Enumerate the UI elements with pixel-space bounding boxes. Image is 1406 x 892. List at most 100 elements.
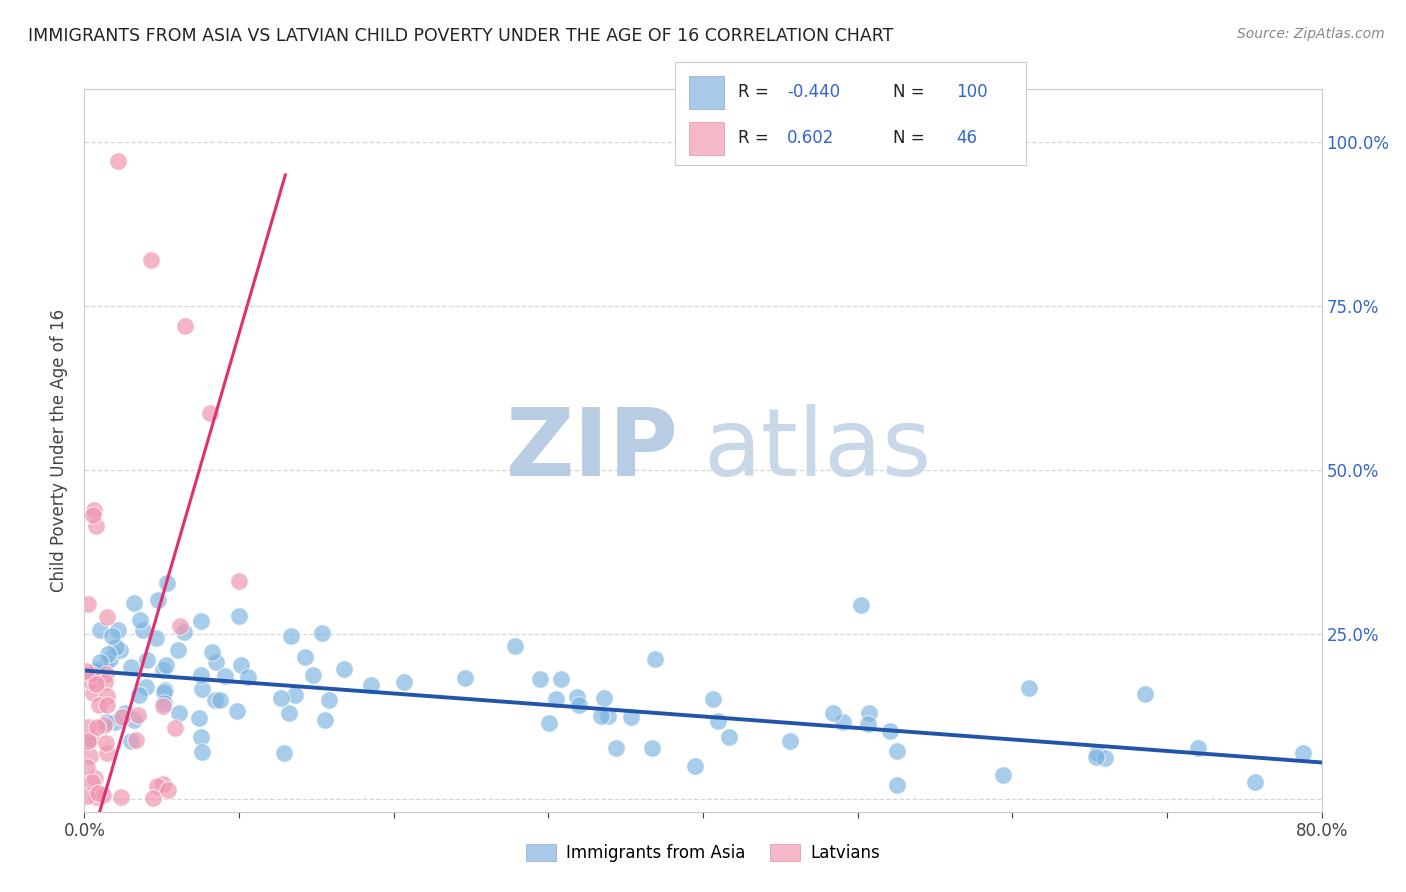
Point bbox=[84, 518, 107, 533]
Point bbox=[198, 406, 221, 420]
Point bbox=[454, 671, 477, 685]
Point bbox=[191, 745, 214, 759]
Point bbox=[550, 673, 572, 687]
Point bbox=[991, 768, 1014, 782]
Point bbox=[849, 598, 872, 612]
Point bbox=[128, 688, 150, 702]
Text: IMMIGRANTS FROM ASIA VS LATVIAN CHILD POVERTY UNDER THE AGE OF 16 CORRELATION CH: IMMIGRANTS FROM ASIA VS LATVIAN CHILD PO… bbox=[28, 27, 893, 45]
Point bbox=[107, 154, 129, 169]
Y-axis label: Child Poverty Under the Age of 16: Child Poverty Under the Age of 16 bbox=[51, 309, 69, 592]
Point bbox=[831, 715, 853, 730]
Point bbox=[707, 714, 730, 729]
Point bbox=[360, 678, 382, 692]
Point bbox=[97, 647, 120, 661]
Point bbox=[101, 629, 124, 643]
Point bbox=[1085, 747, 1108, 761]
Point bbox=[201, 645, 224, 659]
Point bbox=[294, 650, 316, 665]
Point bbox=[702, 692, 724, 706]
Point bbox=[77, 734, 100, 748]
Point bbox=[146, 780, 169, 794]
Point bbox=[717, 730, 740, 744]
Point bbox=[104, 714, 127, 729]
Point bbox=[273, 746, 295, 760]
Point bbox=[77, 720, 100, 734]
Point bbox=[596, 709, 619, 723]
Point bbox=[163, 721, 186, 735]
Point bbox=[94, 666, 117, 681]
Point bbox=[190, 667, 212, 681]
Point bbox=[1244, 774, 1267, 789]
Point bbox=[593, 690, 616, 705]
Point bbox=[318, 693, 340, 707]
Point bbox=[228, 574, 250, 588]
Point bbox=[80, 667, 103, 681]
Point bbox=[98, 651, 121, 665]
Point bbox=[86, 786, 108, 800]
Text: 46: 46 bbox=[956, 129, 977, 147]
Point bbox=[236, 670, 259, 684]
Point bbox=[152, 663, 174, 677]
Point bbox=[280, 629, 302, 643]
Point bbox=[94, 675, 117, 690]
Point bbox=[311, 625, 333, 640]
Point bbox=[89, 698, 111, 713]
Point bbox=[132, 623, 155, 637]
Point bbox=[155, 657, 177, 672]
Point bbox=[1018, 681, 1040, 696]
Point bbox=[204, 693, 226, 707]
Point bbox=[152, 696, 174, 710]
Point bbox=[333, 662, 356, 676]
Point bbox=[104, 640, 127, 654]
Point bbox=[77, 735, 100, 749]
Point bbox=[111, 709, 134, 723]
Point bbox=[80, 673, 103, 688]
Point bbox=[683, 758, 706, 772]
Point bbox=[153, 684, 176, 698]
Point bbox=[208, 693, 231, 707]
Text: 0.602: 0.602 bbox=[787, 129, 835, 147]
Point bbox=[779, 734, 801, 748]
Point bbox=[173, 624, 195, 639]
Point bbox=[187, 711, 209, 725]
Point bbox=[82, 508, 104, 523]
Bar bbox=[689, 76, 724, 109]
Point bbox=[284, 689, 307, 703]
Point bbox=[82, 686, 104, 700]
Point bbox=[139, 252, 162, 267]
Point bbox=[392, 674, 415, 689]
Point bbox=[96, 698, 118, 713]
Point bbox=[142, 790, 165, 805]
Text: R =: R = bbox=[738, 129, 775, 147]
Point bbox=[96, 610, 118, 624]
Point bbox=[567, 690, 589, 704]
Point bbox=[505, 639, 527, 653]
Bar bbox=[689, 122, 724, 155]
Point bbox=[314, 714, 336, 728]
Text: atlas: atlas bbox=[703, 404, 931, 497]
Point bbox=[125, 732, 148, 747]
Point bbox=[886, 744, 908, 758]
Text: Source: ZipAtlas.com: Source: ZipAtlas.com bbox=[1237, 27, 1385, 41]
Point bbox=[145, 632, 167, 646]
Point bbox=[93, 718, 115, 732]
Point bbox=[128, 613, 150, 627]
Point bbox=[1085, 749, 1108, 764]
Point bbox=[174, 318, 197, 333]
Point bbox=[886, 779, 908, 793]
Point bbox=[169, 619, 191, 633]
Legend: Immigrants from Asia, Latvians: Immigrants from Asia, Latvians bbox=[519, 837, 887, 869]
Point bbox=[83, 503, 105, 517]
Point bbox=[605, 741, 627, 756]
Point bbox=[229, 657, 252, 672]
Point bbox=[84, 790, 107, 805]
Point bbox=[135, 652, 157, 666]
Point bbox=[1094, 751, 1116, 765]
Point bbox=[107, 624, 129, 638]
Point bbox=[86, 677, 108, 691]
Point bbox=[94, 714, 117, 729]
Point bbox=[79, 749, 101, 764]
Text: N =: N = bbox=[893, 129, 924, 147]
Point bbox=[114, 706, 136, 720]
Point bbox=[190, 614, 212, 628]
